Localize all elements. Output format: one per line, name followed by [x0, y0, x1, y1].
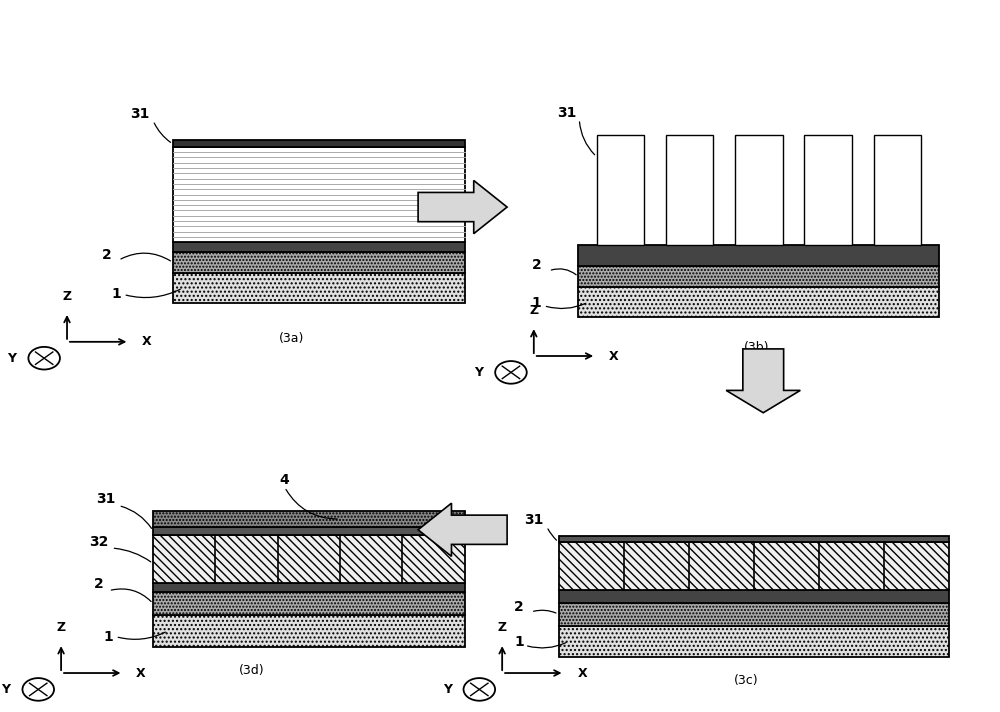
Text: 2: 2	[532, 258, 542, 273]
Bar	[153, 592, 465, 615]
Text: 2: 2	[102, 248, 111, 262]
Bar	[578, 245, 939, 266]
Text: 4: 4	[280, 473, 289, 487]
Polygon shape	[418, 503, 507, 556]
Circle shape	[22, 678, 54, 701]
Text: Y: Y	[443, 683, 452, 696]
Text: 1: 1	[104, 629, 113, 644]
Bar	[153, 615, 465, 646]
Text: Y: Y	[474, 366, 483, 379]
Bar	[153, 527, 465, 535]
Text: (3d): (3d)	[239, 664, 265, 676]
Bar	[173, 273, 465, 303]
Text: Y: Y	[8, 352, 17, 365]
Text: Z: Z	[529, 304, 538, 317]
Bar	[666, 135, 713, 245]
Text: X: X	[136, 666, 146, 679]
Bar	[559, 536, 949, 542]
Bar	[804, 135, 852, 245]
Polygon shape	[418, 180, 507, 234]
Text: 31: 31	[557, 106, 576, 120]
Text: (3b): (3b)	[744, 341, 769, 354]
Bar	[559, 590, 949, 603]
Text: Z: Z	[62, 290, 72, 303]
Polygon shape	[726, 349, 800, 413]
Bar	[173, 147, 465, 242]
Bar	[153, 511, 465, 527]
Text: (3c): (3c)	[734, 674, 759, 687]
Text: 32: 32	[89, 535, 108, 549]
Text: Y: Y	[2, 683, 11, 696]
Circle shape	[28, 347, 60, 370]
Bar	[559, 626, 949, 657]
Text: 31: 31	[131, 107, 150, 121]
Bar	[173, 242, 465, 252]
Text: X: X	[142, 335, 152, 348]
Bar	[559, 542, 949, 590]
Bar	[173, 140, 465, 147]
Text: 1: 1	[112, 287, 121, 301]
Text: (3a): (3a)	[279, 332, 304, 345]
Bar	[578, 287, 939, 317]
Text: 31: 31	[524, 513, 543, 528]
Circle shape	[495, 361, 527, 384]
Text: Z: Z	[57, 621, 66, 634]
Bar	[578, 266, 939, 287]
Bar	[735, 135, 783, 245]
Text: X: X	[609, 350, 619, 362]
Bar	[153, 583, 465, 592]
Text: 2: 2	[94, 577, 104, 591]
Circle shape	[464, 678, 495, 701]
Text: 2: 2	[514, 600, 524, 614]
Text: 1: 1	[532, 295, 542, 310]
Bar	[559, 603, 949, 626]
Bar	[597, 135, 644, 245]
Text: 1: 1	[514, 635, 524, 649]
Bar	[874, 135, 921, 245]
Bar	[173, 252, 465, 273]
Text: Z: Z	[498, 621, 507, 634]
Bar	[153, 535, 465, 583]
Text: X: X	[577, 666, 587, 679]
Text: 31: 31	[96, 493, 115, 506]
